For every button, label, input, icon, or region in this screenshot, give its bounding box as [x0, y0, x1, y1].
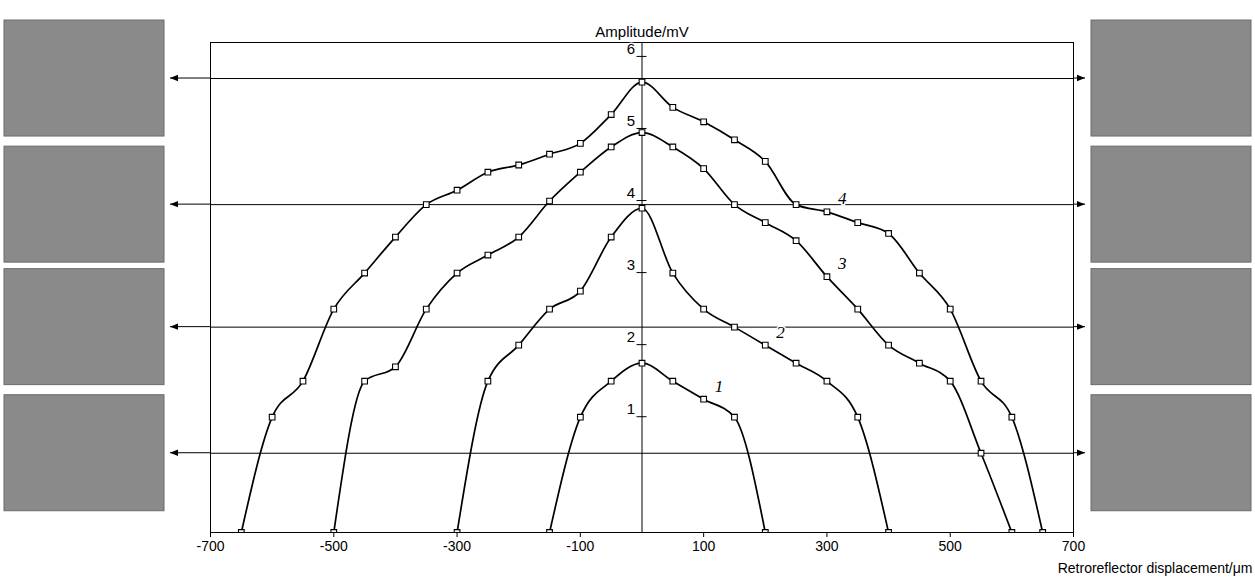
svg-text:4: 4 — [838, 189, 847, 208]
svg-text:2: 2 — [627, 328, 635, 345]
svg-text:-700: -700 — [196, 538, 224, 554]
svg-text:1: 1 — [627, 400, 635, 417]
svg-text:100: 100 — [692, 538, 716, 554]
svg-text:2: 2 — [776, 323, 785, 342]
svg-text:3: 3 — [837, 254, 847, 273]
svg-text:4: 4 — [627, 184, 635, 201]
svg-text:-100: -100 — [566, 538, 594, 554]
svg-text:5: 5 — [627, 112, 635, 129]
svg-text:Amplitude/mV: Amplitude/mV — [595, 23, 688, 40]
svg-text:1: 1 — [715, 377, 724, 396]
svg-text:6: 6 — [627, 40, 635, 57]
svg-text:-300: -300 — [443, 538, 471, 554]
svg-text:3: 3 — [627, 256, 635, 273]
svg-text:500: 500 — [939, 538, 963, 554]
svg-text:Retroreflector displacement/μm: Retroreflector displacement/μm — [1058, 560, 1253, 576]
svg-text:-500: -500 — [320, 538, 348, 554]
svg-text:700: 700 — [1062, 538, 1086, 554]
svg-text:300: 300 — [815, 538, 839, 554]
